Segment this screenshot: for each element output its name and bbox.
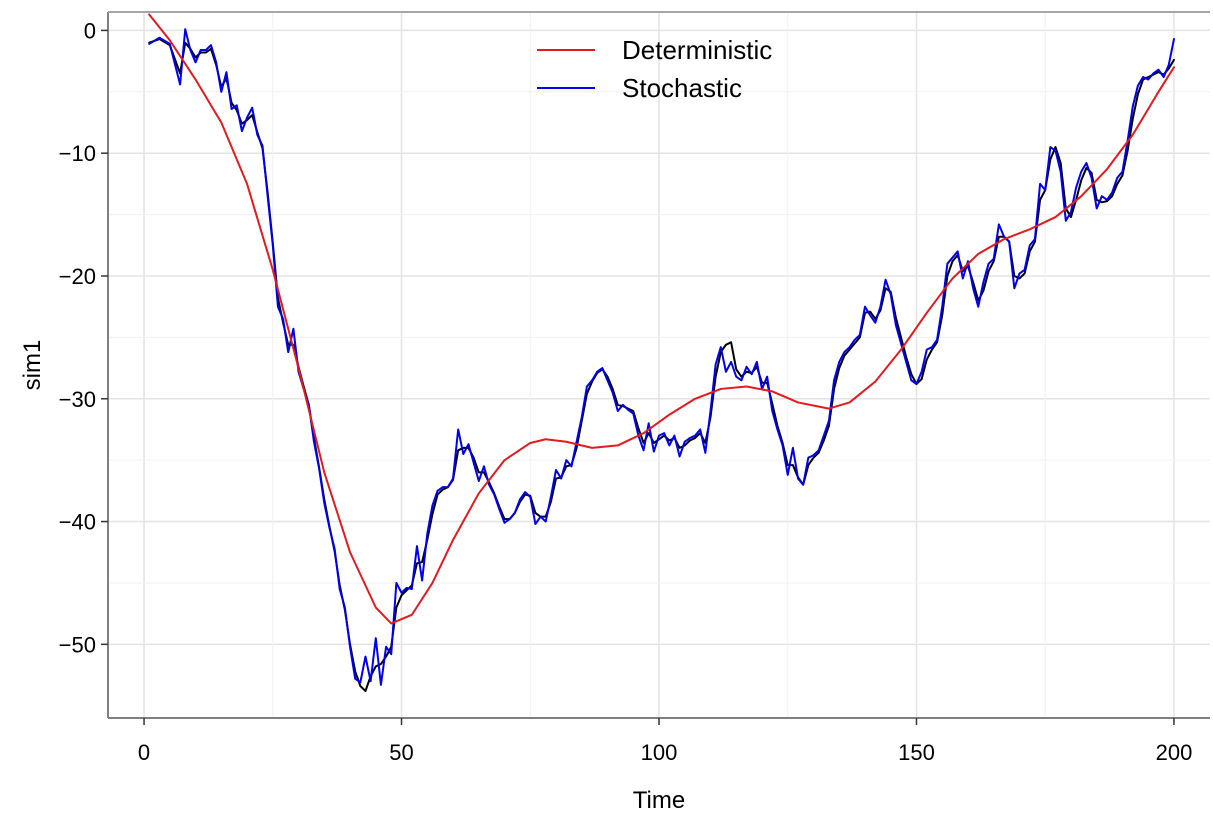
legend: Deterministic Stochastic	[537, 35, 772, 103]
y-axis-title: sim1	[19, 340, 46, 391]
x-tick-label: 50	[389, 740, 413, 765]
x-tick-label: 0	[138, 740, 150, 765]
y-tick-label: −30	[59, 387, 96, 412]
y-tick-label: −10	[59, 141, 96, 166]
y-tick-label: −50	[59, 632, 96, 657]
x-tick-label: 150	[898, 740, 935, 765]
legend-label-stochastic: Stochastic	[622, 73, 742, 103]
y-tick-label: −20	[59, 264, 96, 289]
series-line-deterministic	[148, 13, 1175, 625]
x-tick-label: 200	[1156, 740, 1193, 765]
ticks-layer: 0 50 100 150 200 0 −10 −20 −30 −40 −50	[59, 18, 1193, 765]
x-tick-label: 100	[641, 740, 678, 765]
series-layer	[148, 13, 1175, 692]
legend-label-deterministic: Deterministic	[622, 35, 772, 65]
grid-major	[108, 12, 1210, 718]
x-axis-title: Time	[633, 787, 685, 814]
y-tick-label: −40	[59, 510, 96, 535]
y-tick-label: 0	[84, 18, 96, 43]
